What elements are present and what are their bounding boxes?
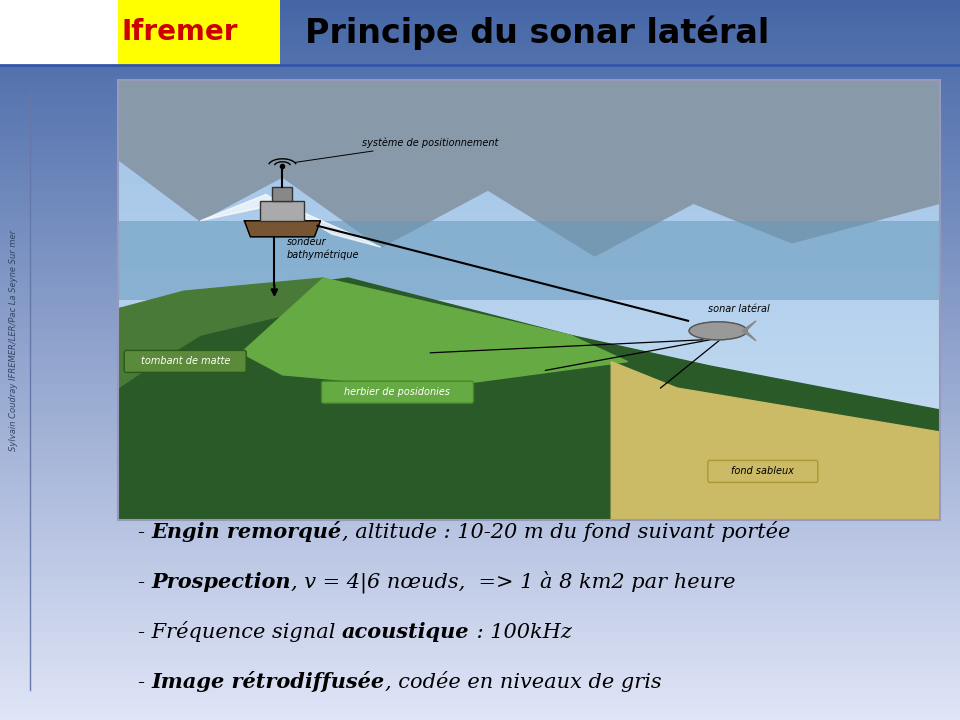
Text: -: - — [138, 572, 152, 592]
Text: -: - — [138, 672, 152, 691]
Polygon shape — [742, 321, 756, 330]
Text: acoustique: acoustique — [342, 622, 469, 642]
Bar — [273, 186, 293, 201]
Bar — [0, 0, 280, 65]
Text: sondeur
bathymétrique: sondeur bathymétrique — [286, 238, 359, 259]
Text: , v = 4|6 nœuds,  => 1 à 8 km2 par heure: , v = 4|6 nœuds, => 1 à 8 km2 par heure — [291, 571, 735, 593]
Text: Prospection: Prospection — [152, 572, 291, 592]
Text: fond sableux: fond sableux — [732, 467, 794, 477]
Polygon shape — [245, 221, 321, 237]
Text: Principe du sonar latéral: Principe du sonar latéral — [305, 15, 769, 50]
Text: Image rétrodiffusée: Image rétrodiffusée — [152, 672, 385, 693]
Text: : 100kHz: : 100kHz — [469, 623, 571, 642]
Polygon shape — [742, 330, 756, 341]
Text: Engin remorqué: Engin remorqué — [152, 521, 342, 542]
Bar — [118, 221, 940, 300]
Bar — [0, 0, 118, 65]
Text: tombant de matte: tombant de matte — [140, 356, 229, 366]
Text: herbier de posidonies: herbier de posidonies — [345, 387, 450, 397]
Bar — [118, 80, 940, 520]
Text: , codée en niveaux de gris: , codée en niveaux de gris — [385, 672, 661, 693]
Ellipse shape — [689, 322, 747, 340]
Polygon shape — [118, 80, 940, 256]
Polygon shape — [118, 278, 940, 520]
FancyBboxPatch shape — [124, 351, 246, 372]
Text: - Fréquence signal: - Fréquence signal — [138, 621, 342, 642]
Polygon shape — [201, 194, 381, 247]
Polygon shape — [241, 278, 628, 388]
Polygon shape — [118, 278, 348, 388]
Polygon shape — [612, 361, 940, 520]
FancyBboxPatch shape — [322, 381, 473, 403]
Text: -: - — [138, 523, 152, 541]
Text: Sylvain Coudray IFREMER/LER/Pac La Seyne Sur mer: Sylvain Coudray IFREMER/LER/Pac La Seyne… — [10, 230, 18, 451]
Text: sonar latéral: sonar latéral — [708, 304, 770, 314]
FancyBboxPatch shape — [708, 460, 818, 482]
Text: système de positionnement: système de positionnement — [295, 138, 499, 163]
Text: , altitude : 10-20 m du fond suivant portée: , altitude : 10-20 m du fond suivant por… — [342, 521, 790, 542]
Text: Ifremer: Ifremer — [122, 19, 238, 47]
Bar — [260, 201, 304, 221]
